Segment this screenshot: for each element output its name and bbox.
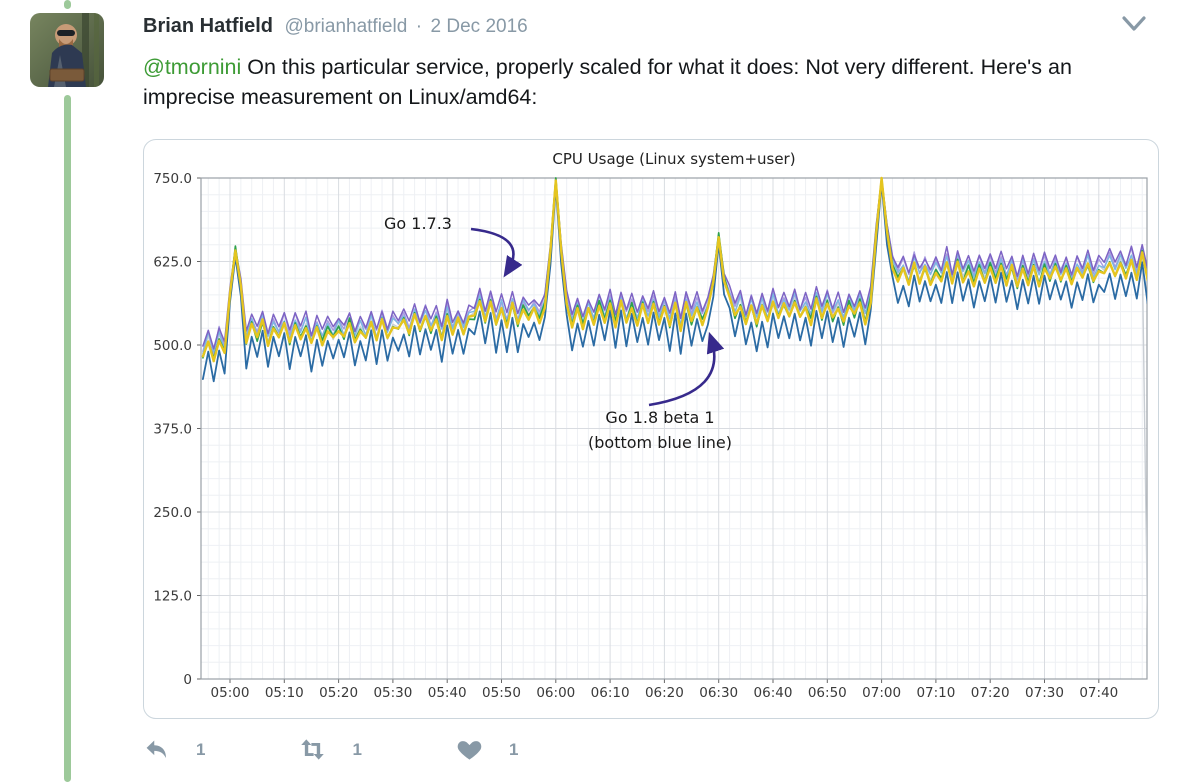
x-tick-label: 06:10 <box>591 685 630 701</box>
author-name[interactable]: Brian Hatfield <box>143 15 274 37</box>
x-tick-label: 07:10 <box>916 685 955 701</box>
reply-count: 1 <box>196 739 206 759</box>
x-tick-label: 05:50 <box>482 685 521 701</box>
x-tick-label: 06:00 <box>536 685 575 701</box>
y-tick-label: 500.0 <box>153 338 192 354</box>
y-tick-label: 625.0 <box>153 255 192 271</box>
x-tick-label: 05:00 <box>211 685 250 701</box>
series-go-1.7.3-light-blue <box>202 177 1147 355</box>
x-tick-label: 07:00 <box>862 685 901 701</box>
series-go-1.7.3-gold <box>201 176 1147 363</box>
chart-annotation-label: Go 1.8 beta 1 <box>605 408 714 427</box>
x-tick-label: 07:20 <box>971 685 1010 701</box>
avatar-photo-placeholder <box>30 13 104 87</box>
header-separator: · <box>415 16 423 37</box>
y-tick-label: 375.0 <box>153 422 192 438</box>
tweet-text: @tmornini On this particular service, pr… <box>143 52 1157 112</box>
chart-image[interactable]: 05:00 05:10 05:20 05:30 05:40 05:50 06:00 06:10… <box>143 139 1159 719</box>
author-handle[interactable]: @brianhatfield <box>284 16 408 37</box>
x-tick-label: 06:30 <box>699 685 738 701</box>
series-go-1.8-beta-1-blue <box>202 182 1147 383</box>
x-tick-label: 06:20 <box>645 685 684 701</box>
x-tick-label: 07:30 <box>1025 685 1064 701</box>
x-tick-label: 05:20 <box>319 685 358 701</box>
tweet-date[interactable]: 2 Dec 2016 <box>430 16 528 37</box>
retweet-arrows-icon <box>299 736 326 763</box>
y-tick-label: 0 <box>183 672 192 688</box>
tweet-actions: 1 1 1 <box>143 736 612 763</box>
x-tick-label: 05:40 <box>428 685 467 701</box>
y-tick-label: 750.0 <box>153 171 192 187</box>
mention-link[interactable]: @tmornini <box>143 55 242 79</box>
x-tick-label: 05:30 <box>373 685 412 701</box>
annotation-arrow <box>470 227 523 278</box>
chart-annotation-label: Go 1.7.3 <box>384 214 452 233</box>
retweet-button[interactable]: 1 <box>299 736 362 763</box>
chart-annotation-label: (bottom blue line) <box>588 433 732 452</box>
thread-connector-line-top <box>64 0 71 9</box>
thread-connector-line-bottom <box>64 95 71 782</box>
series-go-1.7.3-purple <box>202 177 1147 350</box>
avatar[interactable] <box>30 13 104 87</box>
chart-title: CPU Usage (Linux system+user) <box>552 150 795 168</box>
chevron-down-icon <box>1122 16 1146 31</box>
like-button[interactable]: 1 <box>456 736 518 763</box>
tweet-header: Brian Hatfield @brianhatfield · 2 Dec 20… <box>143 15 528 38</box>
like-count: 1 <box>508 739 519 759</box>
x-tick-label: 06:40 <box>754 685 793 701</box>
retweet-count: 1 <box>352 739 362 759</box>
heart-icon <box>456 736 483 763</box>
reply-arrow-icon <box>143 736 170 763</box>
tweet-body-text: On this particular service, properly sca… <box>143 55 1072 109</box>
reply-button[interactable]: 1 <box>143 736 205 763</box>
annotation-arrow <box>648 331 725 407</box>
x-tick-label: 05:10 <box>265 685 304 701</box>
y-tick-label: 250.0 <box>153 505 192 521</box>
x-tick-label: 06:50 <box>808 685 847 701</box>
y-tick-label: 125.0 <box>153 589 192 605</box>
x-tick-label: 07:40 <box>1079 685 1118 701</box>
cpu-usage-chart: 05:00 05:10 05:20 05:30 05:40 05:50 06:00 06:10… <box>153 150 1148 701</box>
tweet-caret-button[interactable] <box>1112 8 1156 40</box>
